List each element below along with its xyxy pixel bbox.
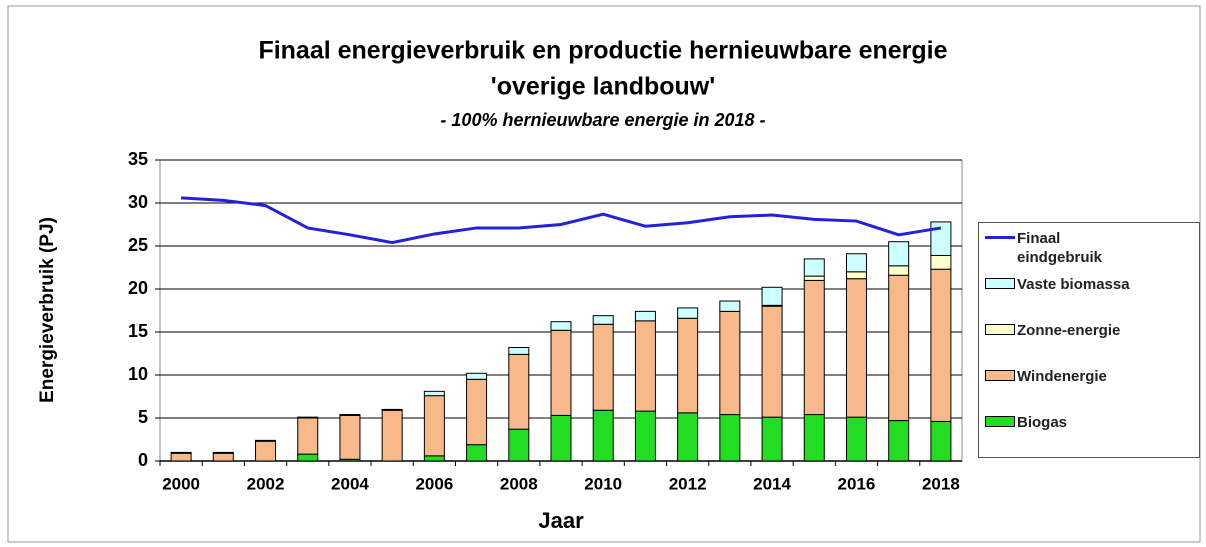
legend-label: Windenergie — [1017, 368, 1107, 385]
x-tick-label: 2010 — [584, 474, 622, 493]
bar-segment — [930, 268, 952, 422]
bar-segment — [888, 265, 910, 276]
bar-segment — [803, 414, 825, 462]
bar-segment — [212, 452, 234, 462]
legend-label: Zonne-energie — [1017, 322, 1121, 339]
legend-item: Windenergie — [985, 367, 1193, 413]
legend-label: Biogas — [1017, 414, 1068, 431]
y-tick-label: 10 — [128, 364, 148, 384]
x-tick-label: 2002 — [247, 474, 285, 493]
bar-segment — [634, 310, 656, 322]
bar-segment — [677, 307, 699, 319]
y-axis-label: Energieverbruik (PJ) — [37, 217, 58, 403]
y-tick-label: 15 — [128, 321, 148, 341]
bar-segment — [508, 346, 530, 355]
bar-segment — [170, 451, 192, 454]
x-tick-label: 2006 — [415, 474, 453, 493]
bar-segment — [761, 305, 783, 418]
x-tick-label: 2018 — [922, 474, 960, 493]
bar-segment — [508, 428, 530, 462]
bar-segment — [592, 409, 614, 462]
x-tick-label: 2008 — [500, 474, 538, 493]
bar-segment — [930, 254, 952, 270]
bar-segment — [466, 372, 488, 380]
bar-segment — [803, 258, 825, 277]
chart-title-2: 'overige landbouw' — [491, 73, 715, 101]
bar-segment — [888, 420, 910, 462]
bar-segment — [297, 417, 319, 455]
bar-segment — [550, 414, 572, 462]
bar-segment — [845, 253, 867, 273]
bar-segment — [592, 315, 614, 325]
bar-segment — [719, 310, 741, 416]
bar-segment — [381, 409, 403, 462]
subtitle: - 100% hernieuwbare energie in 2018 - — [440, 110, 765, 130]
legend-swatch — [985, 236, 1015, 239]
y-tick-label: 5 — [138, 407, 148, 427]
legend-item: Biogas — [985, 413, 1193, 459]
bar-segment — [550, 329, 572, 416]
x-tick-label: 2012 — [669, 474, 707, 493]
x-tick-label: 2004 — [331, 474, 369, 493]
legend-swatch — [985, 278, 1015, 289]
bar-segment — [423, 455, 445, 462]
x-tick-label: 2000 — [162, 474, 200, 493]
x-tick-label: 2016 — [838, 474, 876, 493]
legend: Finaal eindgebruik Vaste biomassa Zonne-en… — [978, 222, 1200, 458]
bar-segment — [930, 420, 952, 462]
frame — [7, 5, 1201, 543]
legend-item: Zonne-energie — [985, 321, 1193, 367]
bar-segment — [677, 317, 699, 414]
bar-segment — [466, 444, 488, 462]
bar-segment — [508, 353, 530, 430]
bar-segment — [888, 274, 910, 422]
bar-segment — [297, 416, 319, 419]
legend-swatch — [985, 416, 1015, 427]
bar-segment — [719, 300, 741, 312]
bar-segment — [423, 395, 445, 457]
legend-label: Vaste biomassa — [1017, 276, 1130, 293]
bar-segment — [212, 451, 234, 454]
bar-segment — [170, 452, 192, 462]
chart-title: Finaal energieverbruik en productie hern… — [258, 37, 947, 65]
bar-segment — [339, 414, 361, 416]
y-tick-label: 20 — [128, 278, 148, 298]
bar-segment — [803, 279, 825, 416]
bar-segment — [845, 416, 867, 462]
bar-segment — [339, 414, 361, 460]
bar-segment — [761, 416, 783, 462]
bar-segment — [677, 412, 699, 462]
bar-segment — [297, 453, 319, 462]
y-tick-label: 30 — [128, 192, 148, 212]
bar-segment — [466, 378, 488, 446]
bar-segment — [845, 278, 867, 418]
bar-segment — [634, 320, 656, 412]
bar-segment — [423, 390, 445, 397]
bar-segment — [930, 221, 952, 256]
y-tick-label: 0 — [138, 450, 148, 470]
x-axis-label: Jaar — [538, 508, 584, 533]
bar-segment — [888, 241, 910, 267]
bar-segment — [803, 275, 825, 281]
bar-segment — [381, 408, 403, 411]
bar-segment — [255, 440, 277, 462]
legend-item: Vaste biomassa — [985, 275, 1193, 321]
bar-segment — [634, 410, 656, 462]
y-tick-label: 35 — [128, 149, 148, 169]
y-tick-label: 25 — [128, 235, 148, 255]
legend-swatch — [985, 370, 1015, 381]
legend-label: Finaal eindgebruik — [1017, 230, 1103, 266]
x-tick-label: 2014 — [753, 474, 791, 493]
bar-segment — [550, 321, 572, 331]
bar-segment — [719, 414, 741, 462]
legend-item: Finaal eindgebruik — [985, 229, 1193, 275]
bar-segment — [761, 286, 783, 306]
bar-segment — [592, 323, 614, 411]
line — [181, 196, 942, 245]
bar-segment — [845, 271, 867, 280]
legend-swatch — [985, 324, 1015, 335]
bar-segment — [255, 439, 277, 442]
